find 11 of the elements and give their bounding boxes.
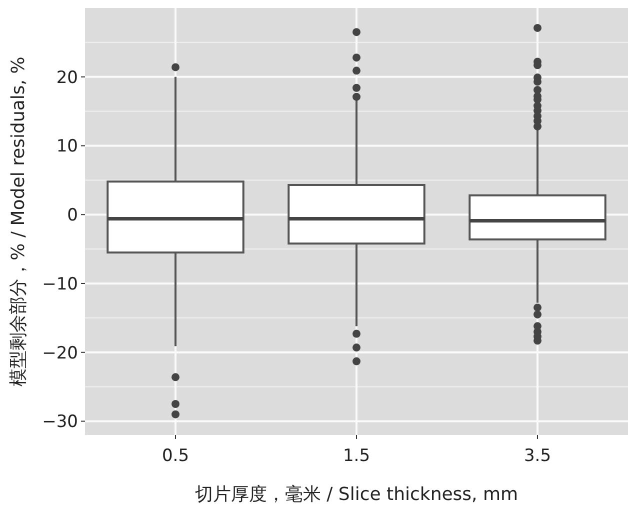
x-tick-label: 3.5 bbox=[524, 446, 552, 466]
y-axis-title: 模型剩余部分，% / Model residuals, % bbox=[8, 56, 29, 386]
y-tick-label: 10 bbox=[56, 136, 78, 157]
y-tick-label: −30 bbox=[42, 412, 78, 432]
y-tick-label: 0 bbox=[67, 206, 78, 226]
y-tick-label: −10 bbox=[42, 274, 78, 294]
y-tick-label: 20 bbox=[56, 68, 78, 88]
x-tick-label: 1.5 bbox=[342, 446, 370, 466]
y-tick-label: −20 bbox=[42, 343, 78, 364]
x-tick-label: 0.5 bbox=[162, 446, 190, 466]
x-axis-title: 切片厚度，毫米 / Slice thickness, mm bbox=[194, 484, 518, 505]
